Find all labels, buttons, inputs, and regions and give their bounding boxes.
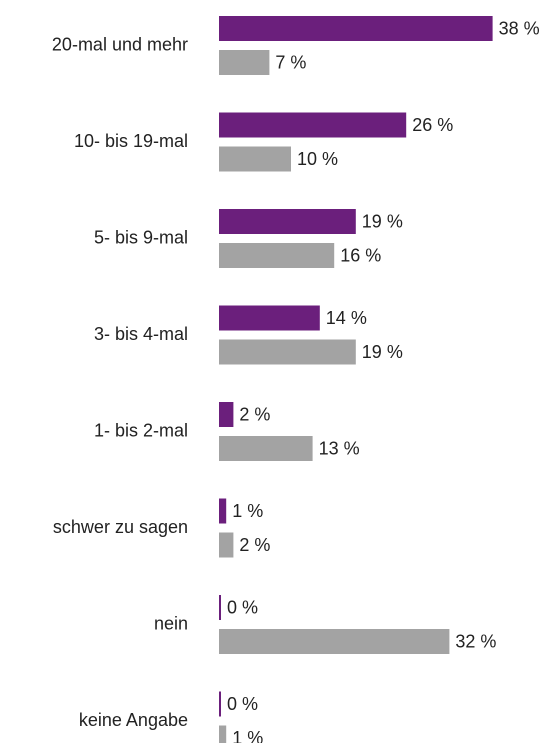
value-label: 1 %	[232, 728, 263, 743]
value-label: 38 %	[499, 18, 540, 38]
bar	[219, 243, 335, 268]
bar	[219, 146, 291, 172]
category-label: nein	[154, 613, 188, 633]
category-label: 20-mal und mehr	[52, 34, 188, 54]
category-label: 10- bis 19-mal	[74, 131, 188, 151]
bar	[219, 16, 493, 41]
value-label: 0 %	[227, 694, 258, 714]
bar	[219, 112, 407, 138]
bar	[219, 339, 356, 365]
value-label: 19 %	[362, 342, 403, 362]
value-label: 19 %	[362, 211, 403, 231]
category-label: 1- bis 2-mal	[94, 420, 188, 440]
value-label: 13 %	[319, 438, 360, 458]
bar	[219, 532, 234, 558]
value-label: 16 %	[340, 245, 381, 265]
category-label: schwer zu sagen	[53, 517, 188, 537]
bar	[219, 50, 270, 75]
bar	[219, 209, 356, 234]
value-label: 2 %	[239, 404, 270, 424]
bar	[219, 629, 450, 654]
category-label: 3- bis 4-mal	[94, 324, 188, 344]
value-label: 32 %	[455, 631, 496, 651]
bar	[219, 305, 320, 331]
value-label: 0 %	[227, 597, 258, 617]
bar	[219, 402, 234, 427]
bar	[219, 436, 313, 461]
value-label: 26 %	[412, 115, 453, 135]
bar	[219, 691, 221, 717]
category-label: 5- bis 9-mal	[94, 227, 188, 247]
value-label: 1 %	[232, 501, 263, 521]
bar	[219, 725, 227, 743]
category-label: keine Angabe	[79, 710, 188, 730]
value-label: 2 %	[239, 535, 270, 555]
value-label: 14 %	[326, 308, 367, 328]
bar	[219, 595, 221, 620]
value-label: 10 %	[297, 149, 338, 169]
bar	[219, 498, 227, 524]
value-label: 7 %	[275, 52, 306, 72]
